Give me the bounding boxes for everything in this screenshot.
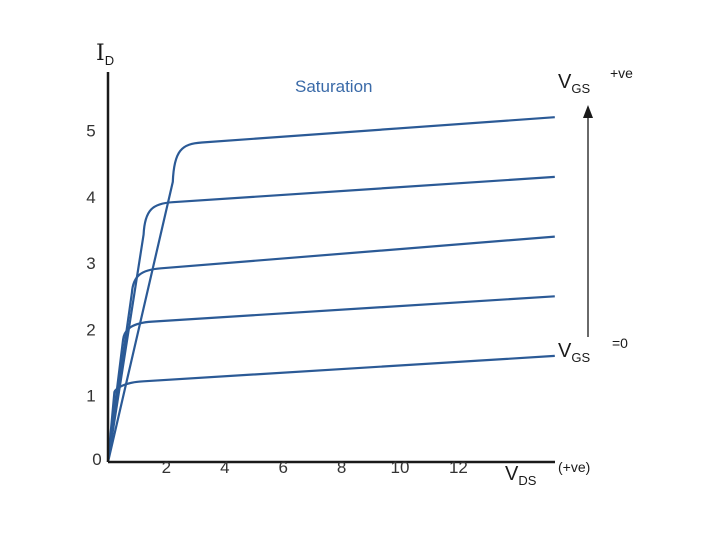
- x-tick-label: 6: [278, 458, 287, 477]
- vgs-arrow-head: [583, 105, 593, 118]
- x-tick-label: 10: [391, 458, 410, 477]
- vgs-top-label: VGS: [558, 71, 590, 96]
- y-tick-labels: 1 2 3 4 5: [86, 122, 95, 406]
- y-tick-label: 1: [86, 387, 95, 406]
- vgs-bottom-label: VGS: [558, 340, 590, 365]
- x-axis-label: VDS: [505, 463, 537, 488]
- origin-label: 0: [92, 450, 101, 469]
- id-curve: [106, 235, 555, 463]
- y-axis-label: ID: [96, 41, 114, 68]
- id-curve: [106, 295, 555, 463]
- characteristic-curves: [106, 116, 555, 463]
- vgs-bottom-sup: =0: [612, 335, 628, 351]
- y-tick-label: 2: [86, 320, 95, 339]
- saturation-label: Saturation: [295, 77, 373, 96]
- y-tick-label: 5: [86, 122, 95, 141]
- x-tick-labels: 2 4 6 8 10 12: [162, 458, 468, 477]
- x-tick-label: 12: [449, 458, 468, 477]
- x-axis-label-suffix: (+ve): [558, 459, 590, 475]
- id-curve: [106, 116, 555, 463]
- vgs-top-sup: +ve: [610, 65, 633, 81]
- y-tick-label: 4: [86, 188, 95, 207]
- id-curve: [106, 175, 555, 463]
- y-tick-label: 3: [86, 254, 95, 273]
- x-tick-label: 8: [337, 458, 346, 477]
- id-curve: [106, 354, 555, 463]
- x-tick-label: 4: [220, 458, 229, 477]
- x-tick-label: 2: [162, 458, 171, 477]
